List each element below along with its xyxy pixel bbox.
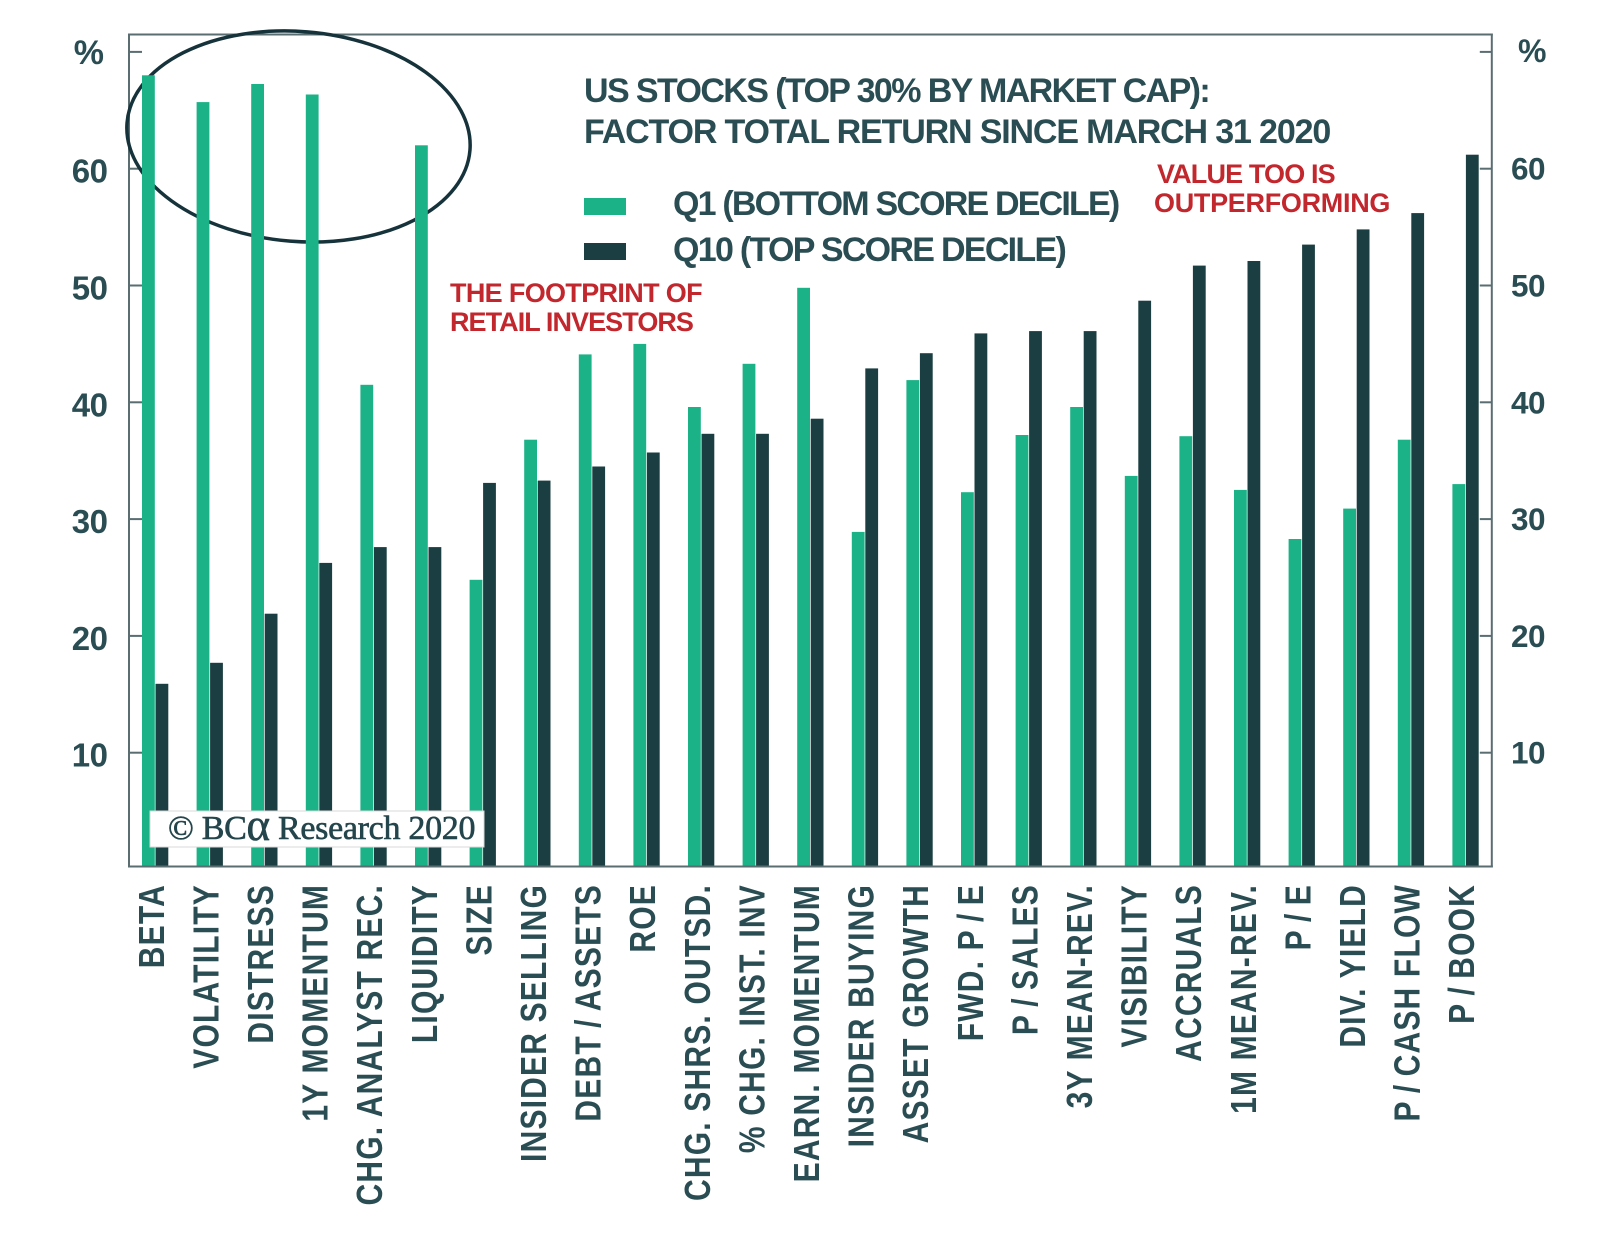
svg-text:40: 40 xyxy=(1511,384,1545,420)
svg-text:1Y MOMENTUM: 1Y MOMENTUM xyxy=(296,884,336,1122)
svg-text:DISTRESS: DISTRESS xyxy=(241,884,281,1044)
svg-text:INSIDER SELLING: INSIDER SELLING xyxy=(514,884,554,1162)
svg-text:SIZE: SIZE xyxy=(460,884,500,955)
svg-text:FACTOR TOTAL RETURN SINCE MARC: FACTOR TOTAL RETURN SINCE MARCH 31 2020 xyxy=(584,113,1330,151)
svg-text:50: 50 xyxy=(1511,268,1545,304)
svg-text:%: % xyxy=(74,34,104,72)
svg-text:ACCRUALS: ACCRUALS xyxy=(1170,884,1210,1062)
svg-text:P / CASH FLOW: P / CASH FLOW xyxy=(1388,884,1428,1122)
svg-text:ROE: ROE xyxy=(624,884,664,953)
svg-text:1M MEAN-REV.: 1M MEAN-REV. xyxy=(1224,884,1264,1114)
svg-text:US STOCKS (TOP 30% BY MARKET C: US STOCKS (TOP 30% BY MARKET CAP): xyxy=(584,72,1209,110)
svg-text:20: 20 xyxy=(1511,618,1545,654)
svg-text:60: 60 xyxy=(1511,151,1545,187)
svg-text:P / BOOK: P / BOOK xyxy=(1443,884,1483,1024)
svg-text:10: 10 xyxy=(72,737,108,774)
svg-text:50: 50 xyxy=(72,270,108,307)
svg-text:THE FOOTPRINT OF: THE FOOTPRINT OF xyxy=(450,278,702,308)
svg-text:40: 40 xyxy=(72,386,108,423)
svg-text:ASSET GROWTH: ASSET GROWTH xyxy=(897,884,937,1143)
svg-text:30: 30 xyxy=(1511,501,1545,537)
svg-text:%: % xyxy=(1518,33,1546,69)
svg-text:10: 10 xyxy=(1511,735,1545,771)
svg-text:DEBT / ASSETS: DEBT / ASSETS xyxy=(569,884,609,1122)
svg-text:VOLATILITY: VOLATILITY xyxy=(187,884,227,1069)
svg-text:CHG. SHRS. OUTSD.: CHG. SHRS. OUTSD. xyxy=(678,884,718,1201)
svg-text:Q10 (TOP SCORE DECILE): Q10 (TOP SCORE DECILE) xyxy=(673,231,1065,269)
svg-text:VISIBILITY: VISIBILITY xyxy=(1115,884,1155,1048)
svg-text:FWD. P / E: FWD. P / E xyxy=(951,884,991,1041)
svg-text:Q1 (BOTTOM SCORE DECILE): Q1 (BOTTOM SCORE DECILE) xyxy=(673,185,1119,223)
svg-text:RETAIL INVESTORS: RETAIL INVESTORS xyxy=(450,307,693,337)
svg-text:VALUE TOO IS: VALUE TOO IS xyxy=(1157,159,1335,189)
svg-text:3Y MEAN-REV.: 3Y MEAN-REV. xyxy=(1060,884,1100,1108)
svg-text:20: 20 xyxy=(72,620,108,657)
svg-text:30: 30 xyxy=(72,503,108,540)
svg-text:LIQUIDITY: LIQUIDITY xyxy=(405,884,445,1043)
svg-text:EARN. MOMENTUM: EARN. MOMENTUM xyxy=(787,884,827,1182)
svg-text:BETA: BETA xyxy=(132,884,172,968)
svg-text:60: 60 xyxy=(72,153,108,190)
svg-text:% CHG. INST. INV: % CHG. INST. INV xyxy=(733,884,773,1153)
svg-text:P / SALES: P / SALES xyxy=(1006,884,1046,1035)
svg-text:INSIDER BUYING: INSIDER BUYING xyxy=(842,884,882,1147)
svg-text:P / E: P / E xyxy=(1279,884,1319,950)
svg-text:OUTPERFORMING: OUTPERFORMING xyxy=(1154,188,1390,218)
svg-text:CHG. ANALYST REC.: CHG. ANALYST REC. xyxy=(351,884,391,1205)
svg-text:DIV. YIELD: DIV. YIELD xyxy=(1333,884,1373,1048)
